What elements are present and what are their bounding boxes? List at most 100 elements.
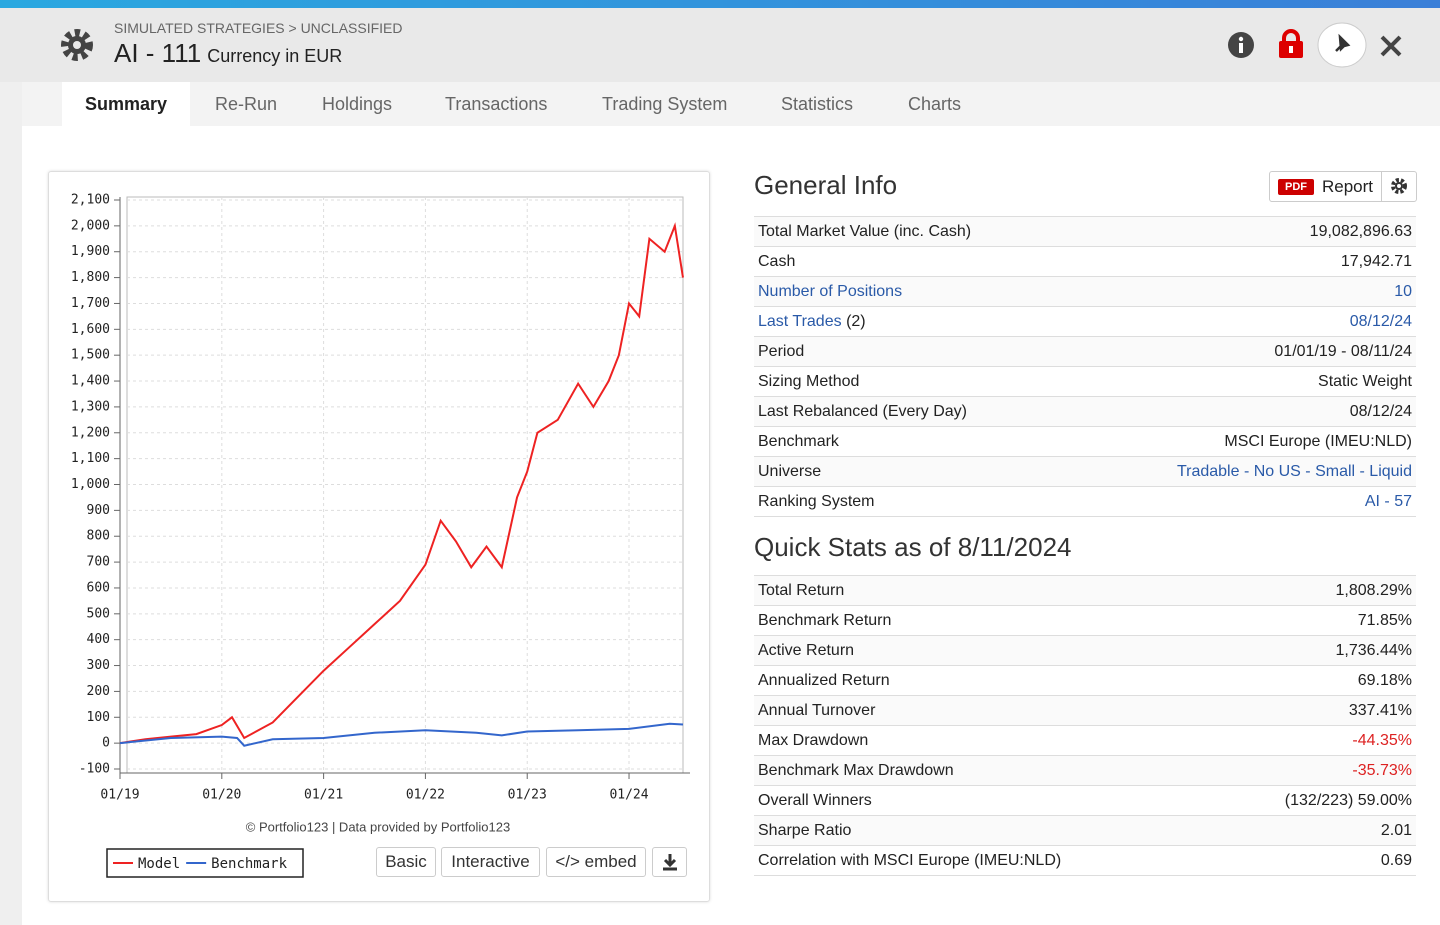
general-info-table: Total Market Value (inc. Cash) 19,082,896… [754, 216, 1416, 517]
y-tick-label: 1,900 [71, 244, 110, 259]
x-tick-label: 01/24 [609, 788, 648, 803]
info-icon[interactable] [1226, 30, 1256, 60]
row: Period 01/01/19 - 08/11/24 [754, 336, 1416, 367]
row: Benchmark MSCI Europe (IMEU:NLD) [754, 426, 1416, 457]
tab[interactable]: Re-Run [215, 94, 278, 114]
value: 337.41% [1215, 695, 1416, 726]
value[interactable]: Tradable - No US - Small - Liquid [1069, 456, 1416, 487]
value: 71.85% [1215, 605, 1416, 636]
y-tick-label: 500 [87, 606, 110, 621]
close-icon[interactable] [1378, 33, 1404, 59]
strategy-name: AI - 111 [114, 38, 202, 68]
value: (132/223) 59.00% [1215, 785, 1416, 816]
left-strip [0, 82, 22, 925]
value: 19,082,896.63 [1069, 216, 1416, 247]
tab[interactable]: Trading System [602, 94, 728, 114]
report-button[interactable]: PDF Report [1269, 171, 1417, 202]
tab[interactable]: Statistics [781, 94, 854, 114]
value: 01/01/19 - 08/11/24 [1069, 336, 1416, 367]
x-tick-label: 01/19 [100, 788, 139, 803]
tab[interactable]: Summary [62, 82, 191, 126]
value[interactable]: 08/12/24 [1069, 306, 1416, 337]
chart-credit: © Portfolio123 | Data provided by Portfo… [246, 819, 510, 834]
gear-icon [1391, 178, 1407, 194]
interactive-button[interactable]: Interactive [441, 847, 540, 877]
pin-button[interactable] [1316, 21, 1368, 69]
tab[interactable]: Holdings [322, 94, 393, 114]
row: Total Market Value (inc. Cash) 19,082,896… [754, 216, 1416, 247]
row: Sharpe Ratio 2.01 [754, 815, 1416, 846]
label: Ranking System [754, 486, 1070, 517]
row: Total Return 1,808.29% [754, 575, 1416, 606]
embed-button[interactable]: </> embed [546, 847, 646, 877]
label: Benchmark Max Drawdown [754, 755, 1216, 786]
row: Benchmark Return 71.85% [754, 605, 1416, 636]
top-bar [0, 0, 1440, 8]
row: Universe Tradable - No US - Small - Liqui… [754, 456, 1416, 487]
title: AI - 111 Currency in EUR [114, 38, 342, 69]
row: Max Drawdown -44.35% [754, 725, 1416, 756]
row: Overall Winners (132/223) 59.00% [754, 785, 1416, 816]
label: Total Market Value (inc. Cash) [754, 216, 1070, 247]
label: Benchmark [754, 426, 1070, 457]
y-tick-label: 1,800 [71, 270, 110, 285]
legend-label: Benchmark [211, 856, 287, 872]
header [0, 8, 1440, 82]
value: 0.69 [1215, 845, 1416, 876]
x-tick-label: 01/20 [202, 788, 241, 803]
row: Cash 17,942.71 [754, 246, 1416, 277]
y-tick-label: 400 [87, 632, 110, 647]
y-tick-label: 1,000 [71, 477, 110, 492]
y-tick-label: 300 [87, 658, 110, 673]
value[interactable]: AI - 57 [1069, 486, 1416, 517]
y-tick-label: 1,600 [71, 322, 110, 337]
download-icon [662, 854, 677, 871]
row: Number of Positions 10 [754, 276, 1416, 307]
basic-button[interactable]: Basic [376, 847, 436, 877]
y-tick-label: 1,700 [71, 296, 110, 311]
label: Annualized Return [754, 665, 1216, 696]
tab[interactable]: Transactions [445, 94, 548, 114]
value: 2.01 [1215, 815, 1416, 846]
row: Active Return 1,736.44% [754, 635, 1416, 666]
label: Active Return [754, 635, 1216, 666]
x-tick-label: 01/21 [304, 788, 343, 803]
value: MSCI Europe (IMEU:NLD) [1069, 426, 1416, 457]
label: Benchmark Return [754, 605, 1216, 636]
download-button[interactable] [652, 847, 687, 877]
general-info-title: General Info [754, 170, 898, 200]
row: Annual Turnover 337.41% [754, 695, 1416, 726]
value: 1,736.44% [1215, 635, 1416, 666]
y-tick-label: 800 [87, 529, 110, 544]
row: Benchmark Max Drawdown -35.73% [754, 755, 1416, 786]
value: Static Weight [1069, 366, 1416, 397]
y-tick-label: 700 [87, 555, 110, 570]
row: Sizing Method Static Weight [754, 366, 1416, 397]
value[interactable]: 10 [1069, 276, 1416, 307]
report-settings[interactable] [1381, 172, 1416, 201]
row: Last Rebalanced (Every Day) 08/12/24 [754, 396, 1416, 427]
currency: Currency in EUR [207, 46, 343, 66]
label-link[interactable]: Last Trades [758, 312, 842, 330]
y-tick-label: 1,200 [71, 425, 110, 440]
label: Annual Turnover [754, 695, 1216, 726]
label: Period [754, 336, 1070, 367]
tab[interactable]: Charts [908, 94, 962, 114]
y-tick-label: -100 [79, 762, 110, 777]
row: Correlation with MSCI Europe (IMEU:NLD) 0… [754, 845, 1416, 876]
label: Last Rebalanced (Every Day) [754, 396, 1070, 427]
lock-icon[interactable] [1276, 28, 1306, 60]
quick-stats-title: Quick Stats as of 8/11/2024 [754, 532, 1072, 562]
y-tick-label: 1,500 [71, 348, 110, 363]
settings-icon[interactable] [58, 26, 96, 64]
y-tick-label: 0 [102, 736, 110, 751]
chart-panel [48, 171, 710, 902]
x-tick-label: 01/23 [508, 788, 547, 803]
y-tick-label: 600 [87, 580, 110, 595]
y-tick-label: 1,400 [71, 374, 110, 389]
value: 08/12/24 [1069, 396, 1416, 427]
label: Sizing Method [754, 366, 1070, 397]
y-tick-label: 900 [87, 503, 110, 518]
label[interactable]: Number of Positions [754, 276, 1070, 307]
